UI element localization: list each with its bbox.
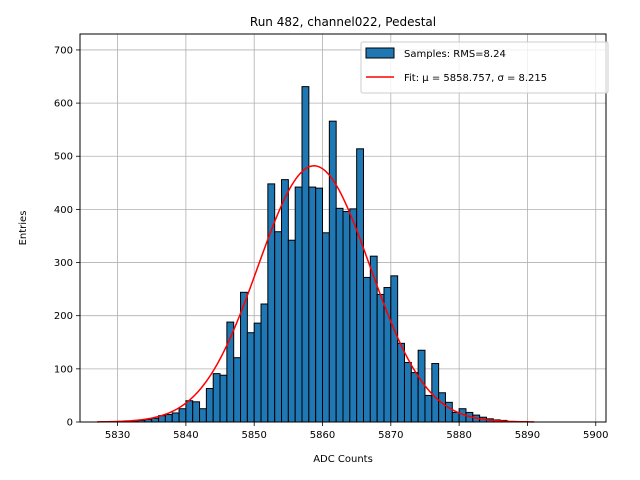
x-tick-label: 5860 bbox=[310, 430, 335, 441]
histogram-bar bbox=[301, 86, 310, 423]
histogram-bar bbox=[253, 322, 262, 423]
legend-fit-label: Fit: μ = 5858.757, σ = 8.215 bbox=[404, 73, 547, 84]
histogram-bar bbox=[397, 342, 405, 423]
histogram-bar bbox=[274, 231, 283, 423]
fit-curve-group bbox=[97, 165, 535, 423]
histogram-bar bbox=[328, 120, 337, 423]
y-tick-label: 300 bbox=[54, 258, 73, 269]
histogram-bar bbox=[417, 349, 426, 423]
histogram-bar bbox=[390, 275, 399, 423]
y-tick-label: 200 bbox=[54, 311, 73, 322]
histogram-bar bbox=[199, 408, 207, 423]
histogram-bar bbox=[294, 186, 303, 423]
histogram-bar bbox=[315, 187, 324, 423]
x-tick-label: 5850 bbox=[241, 430, 266, 441]
x-tick-label: 5890 bbox=[515, 430, 540, 441]
fit-curve bbox=[97, 165, 535, 423]
histogram-bar bbox=[151, 417, 160, 423]
histogram-bar bbox=[424, 394, 433, 423]
histogram-bar bbox=[335, 207, 344, 423]
y-tick-label: 400 bbox=[54, 205, 73, 216]
y-tick-label: 500 bbox=[54, 152, 73, 163]
histogram-bar bbox=[349, 208, 358, 423]
histogram-bar bbox=[219, 374, 228, 423]
plot-frame bbox=[79, 33, 607, 423]
histogram-bar bbox=[212, 373, 221, 423]
histogram-bar bbox=[281, 179, 289, 423]
histogram-bar bbox=[451, 411, 460, 423]
legend-box bbox=[360, 41, 609, 94]
histogram-bar bbox=[376, 293, 385, 423]
histogram-bars bbox=[117, 86, 515, 423]
y-axis-ticks: 0 100 200 300 400 500 600 700 bbox=[54, 45, 80, 429]
histogram-bar bbox=[308, 186, 317, 423]
histogram-bar bbox=[260, 303, 269, 423]
histogram-bar bbox=[342, 211, 351, 423]
histogram-bar bbox=[246, 332, 255, 423]
x-tick-label: 5900 bbox=[583, 430, 608, 441]
y-tick-label: 100 bbox=[54, 364, 73, 375]
histogram-bar bbox=[322, 232, 330, 423]
histogram-bar bbox=[178, 408, 187, 423]
histogram-bar bbox=[356, 148, 364, 423]
histogram-bar bbox=[438, 392, 446, 423]
histogram-bar bbox=[164, 414, 173, 423]
histogram-bar bbox=[444, 401, 453, 423]
histogram-bar bbox=[267, 183, 276, 423]
x-axis-label: ADC Counts bbox=[313, 454, 373, 465]
histogram-bar bbox=[205, 388, 214, 423]
histogram-bar bbox=[192, 401, 201, 423]
histogram-bar bbox=[185, 400, 194, 423]
x-tick-label: 5840 bbox=[173, 430, 198, 441]
histogram-bar bbox=[287, 239, 296, 423]
x-tick-label: 5830 bbox=[105, 430, 130, 441]
histogram-bar bbox=[403, 361, 412, 423]
y-axis-label: Entries bbox=[18, 211, 29, 246]
y-tick-label: 600 bbox=[54, 99, 73, 110]
y-tick-label: 0 bbox=[67, 418, 73, 429]
x-axis-ticks: 5830 5840 5850 5860 5870 5880 5890 5900 bbox=[105, 422, 608, 441]
legend-histogram-label: Samples: RMS=8.24 bbox=[404, 49, 506, 60]
histogram-bar bbox=[431, 363, 440, 423]
histogram-bar bbox=[233, 357, 242, 423]
legend-histogram-swatch bbox=[365, 47, 395, 59]
histogram-bar bbox=[410, 372, 419, 423]
y-tick-label: 700 bbox=[54, 45, 73, 56]
chart-title: Run 482, channel022, Pedestal bbox=[250, 15, 436, 29]
histogram-bar bbox=[362, 276, 371, 423]
x-tick-label: 5870 bbox=[378, 430, 403, 441]
legend: Samples: RMS=8.24 Fit: μ = 5858.757, σ =… bbox=[360, 41, 609, 94]
x-tick-label: 5880 bbox=[446, 430, 471, 441]
histogram-bar bbox=[171, 412, 180, 423]
